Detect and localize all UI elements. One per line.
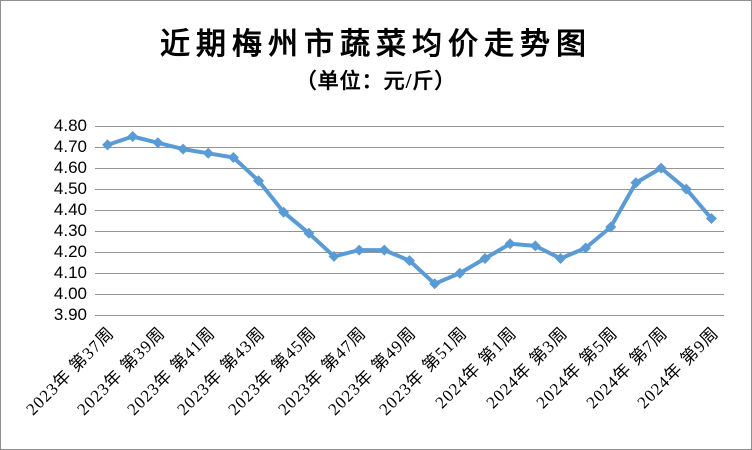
x-axis-tick-label: 2023年 第37周 <box>22 323 119 420</box>
y-axis-tick-label: 4.40 <box>53 200 87 220</box>
data-point-marker <box>404 255 415 267</box>
y-axis-tick-label: 4.70 <box>53 137 87 156</box>
x-axis-tick-label: 2023年 第47周 <box>274 323 370 420</box>
data-point-marker <box>127 130 139 142</box>
data-point-marker <box>554 252 566 264</box>
x-axis-tick-label: 2023年 第41周 <box>123 323 219 420</box>
data-point-marker <box>102 139 114 151</box>
data-point-marker <box>202 147 214 159</box>
y-axis-tick-label: 4.50 <box>53 179 87 199</box>
data-point-marker <box>152 137 164 149</box>
data-point-marker <box>303 227 315 239</box>
y-axis-tick-label: 3.90 <box>53 305 87 325</box>
data-point-marker <box>529 240 541 252</box>
data-point-marker <box>605 221 617 233</box>
y-axis-tick-label: 4.80 <box>53 116 87 135</box>
y-axis-tick-label: 4.20 <box>53 242 87 262</box>
chart-subtitle: （单位：元/斤） <box>295 69 457 93</box>
line-chart-svg <box>102 130 717 290</box>
data-point-marker <box>227 151 239 163</box>
data-point-marker <box>630 177 642 189</box>
y-axis-tick-label: 4.00 <box>53 284 87 304</box>
gridline <box>95 315 724 317</box>
data-point-marker <box>353 244 365 256</box>
data-point-marker <box>705 212 717 224</box>
data-point-marker <box>580 242 592 254</box>
y-axis-tick-label: 4.30 <box>53 221 87 241</box>
y-axis-tick-label: 4.60 <box>53 158 87 178</box>
data-point-marker <box>378 244 390 256</box>
chart-title: 近期梅州市蔬菜均价走势图 <box>160 28 592 61</box>
data-point-marker <box>177 143 189 155</box>
y-axis-tick-label: 4.10 <box>53 263 87 283</box>
